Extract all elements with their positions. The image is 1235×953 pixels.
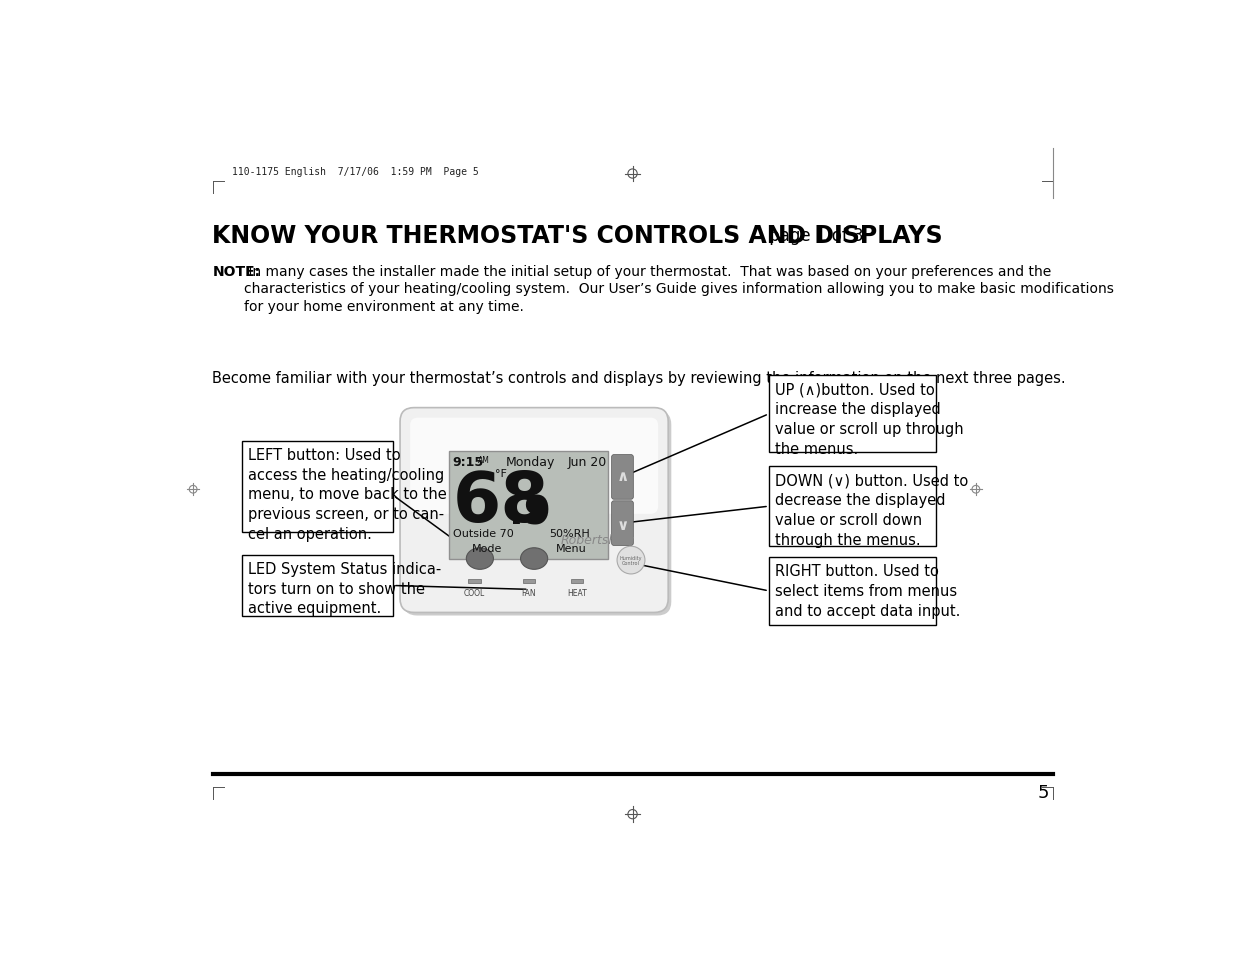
Text: Humidity
Control: Humidity Control xyxy=(620,555,642,566)
Text: ∨: ∨ xyxy=(616,517,629,533)
Text: Menu: Menu xyxy=(556,543,587,554)
Text: UP (∧)button. Used to
increase the displayed
value or scroll up through
the menu: UP (∧)button. Used to increase the displ… xyxy=(776,382,963,456)
Text: 9:15: 9:15 xyxy=(453,456,484,468)
Text: °F: °F xyxy=(495,468,508,478)
FancyBboxPatch shape xyxy=(769,375,936,453)
Text: COOL: COOL xyxy=(464,588,485,598)
Text: 50%RH: 50%RH xyxy=(550,528,590,538)
Text: NOTE:: NOTE: xyxy=(212,264,261,278)
Text: page 1 of 3: page 1 of 3 xyxy=(764,227,864,245)
Text: .9: .9 xyxy=(509,494,551,532)
Circle shape xyxy=(618,547,645,575)
Text: ∧: ∧ xyxy=(616,468,629,483)
Text: 5: 5 xyxy=(1037,783,1050,801)
Text: Jun 20: Jun 20 xyxy=(567,456,606,468)
Ellipse shape xyxy=(521,548,547,570)
FancyBboxPatch shape xyxy=(769,467,936,547)
FancyBboxPatch shape xyxy=(611,501,634,546)
Text: Monday: Monday xyxy=(505,456,555,468)
FancyBboxPatch shape xyxy=(448,452,608,559)
Text: DOWN (∨) button. Used to
decrease the displayed
value or scroll down
through the: DOWN (∨) button. Used to decrease the di… xyxy=(776,473,968,547)
FancyBboxPatch shape xyxy=(611,456,634,499)
Text: 68: 68 xyxy=(453,468,550,536)
Text: KNOW YOUR THERMOSTAT'S CONTROLS AND DISPLAYS: KNOW YOUR THERMOSTAT'S CONTROLS AND DISP… xyxy=(212,224,944,248)
Text: Mode: Mode xyxy=(472,543,503,554)
Text: FAN: FAN xyxy=(521,588,536,598)
Text: HEAT: HEAT xyxy=(567,588,587,598)
Text: Become familiar with your thermostat’s controls and displays by reviewing the in: Become familiar with your thermostat’s c… xyxy=(212,371,1066,385)
FancyBboxPatch shape xyxy=(769,558,936,625)
FancyBboxPatch shape xyxy=(242,555,393,617)
FancyBboxPatch shape xyxy=(468,579,480,583)
Text: In many cases the installer made the initial setup of your thermostat.  That was: In many cases the installer made the ini… xyxy=(243,264,1114,314)
FancyBboxPatch shape xyxy=(242,441,393,532)
FancyBboxPatch shape xyxy=(410,418,658,515)
Text: LED System Status indica-
tors turn on to show the
active equipment.: LED System Status indica- tors turn on t… xyxy=(248,561,441,616)
FancyBboxPatch shape xyxy=(571,579,583,583)
FancyBboxPatch shape xyxy=(400,408,668,613)
Text: RIGHT button. Used to
select items from menus
and to accept data input.: RIGHT button. Used to select items from … xyxy=(776,563,961,618)
Text: Outside 70: Outside 70 xyxy=(453,528,514,538)
Ellipse shape xyxy=(467,548,494,570)
FancyBboxPatch shape xyxy=(522,579,535,583)
Text: AM: AM xyxy=(478,456,489,464)
Text: LEFT button: Used to
access the heating/cooling
menu, to move back to the
previo: LEFT button: Used to access the heating/… xyxy=(248,447,447,541)
Text: Robertshaw: Robertshaw xyxy=(561,534,635,547)
Text: 110-1175 English  7/17/06  1:59 PM  Page 5: 110-1175 English 7/17/06 1:59 PM Page 5 xyxy=(232,167,479,176)
FancyBboxPatch shape xyxy=(403,412,672,616)
